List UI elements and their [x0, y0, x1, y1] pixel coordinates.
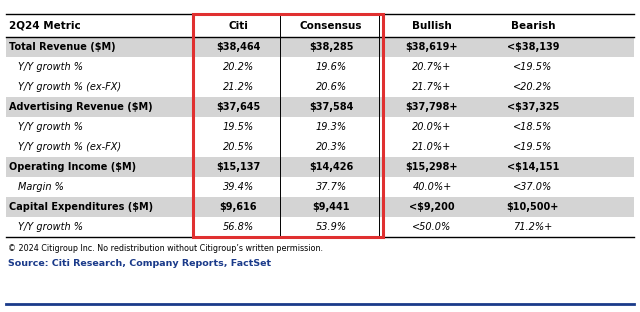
Text: Consensus: Consensus — [300, 21, 362, 31]
Text: $9,616: $9,616 — [220, 202, 257, 212]
Text: $37,645: $37,645 — [216, 102, 260, 112]
Text: <$14,151: <$14,151 — [507, 162, 559, 172]
Text: $38,285: $38,285 — [309, 42, 353, 52]
Text: $10,500+: $10,500+ — [507, 202, 559, 212]
Text: 20.5%: 20.5% — [223, 142, 254, 152]
Text: $38,619+: $38,619+ — [406, 42, 458, 52]
Text: 19.6%: 19.6% — [316, 62, 347, 72]
Text: Advertising Revenue ($M): Advertising Revenue ($M) — [9, 102, 152, 112]
Bar — [6, 117, 634, 137]
Text: 71.2%+: 71.2%+ — [513, 222, 552, 232]
Text: <20.2%: <20.2% — [513, 82, 552, 92]
Bar — [6, 217, 634, 237]
Text: $15,137: $15,137 — [216, 162, 260, 172]
Text: <50.0%: <50.0% — [412, 222, 452, 232]
Text: Y/Y growth %: Y/Y growth % — [18, 62, 83, 72]
Text: $37,584: $37,584 — [309, 102, 353, 112]
Text: Bearish: Bearish — [511, 21, 555, 31]
Text: 2Q24 Metric: 2Q24 Metric — [9, 21, 81, 31]
Bar — [193, 14, 383, 237]
Text: <$9,200: <$9,200 — [409, 202, 455, 212]
Text: 19.5%: 19.5% — [223, 122, 254, 132]
Text: 20.0%+: 20.0%+ — [412, 122, 452, 132]
Bar — [6, 197, 634, 217]
Text: 37.7%: 37.7% — [316, 182, 347, 192]
Text: <37.0%: <37.0% — [513, 182, 552, 192]
Text: Y/Y growth %: Y/Y growth % — [18, 122, 83, 132]
Text: 39.4%: 39.4% — [223, 182, 254, 192]
Text: 20.3%: 20.3% — [316, 142, 347, 152]
Text: 19.3%: 19.3% — [316, 122, 347, 132]
Text: Y/Y growth % (ex-FX): Y/Y growth % (ex-FX) — [18, 142, 121, 152]
Text: <18.5%: <18.5% — [513, 122, 552, 132]
Bar — [6, 57, 634, 77]
Bar — [6, 137, 634, 157]
Text: Capital Expenditures ($M): Capital Expenditures ($M) — [9, 202, 153, 212]
Text: $37,798+: $37,798+ — [406, 102, 458, 112]
Text: $14,426: $14,426 — [309, 162, 353, 172]
Text: Y/Y growth %: Y/Y growth % — [18, 222, 83, 232]
Text: 21.2%: 21.2% — [223, 82, 254, 92]
Text: $38,464: $38,464 — [216, 42, 260, 52]
Bar — [6, 14, 634, 37]
Text: Margin %: Margin % — [18, 182, 64, 192]
Bar — [6, 77, 634, 97]
Bar — [6, 157, 634, 177]
Text: <19.5%: <19.5% — [513, 142, 552, 152]
Text: 20.2%: 20.2% — [223, 62, 254, 72]
Text: © 2024 Citigroup Inc. No redistribution without Citigroup’s written permission.: © 2024 Citigroup Inc. No redistribution … — [8, 244, 323, 253]
Text: 20.7%+: 20.7%+ — [412, 62, 452, 72]
Bar — [6, 177, 634, 197]
Text: Total Revenue ($M): Total Revenue ($M) — [9, 42, 116, 52]
Text: 20.6%: 20.6% — [316, 82, 347, 92]
Text: 21.7%+: 21.7%+ — [412, 82, 452, 92]
Text: 56.8%: 56.8% — [223, 222, 254, 232]
Bar — [6, 97, 634, 117]
Text: 53.9%: 53.9% — [316, 222, 347, 232]
Text: Y/Y growth % (ex-FX): Y/Y growth % (ex-FX) — [18, 82, 121, 92]
Text: Operating Income ($M): Operating Income ($M) — [9, 162, 136, 172]
Text: Source: Citi Research, Company Reports, FactSet: Source: Citi Research, Company Reports, … — [8, 259, 271, 268]
Text: <$38,139: <$38,139 — [506, 42, 559, 52]
Text: $15,298+: $15,298+ — [406, 162, 458, 172]
Bar — [6, 37, 634, 57]
Text: <19.5%: <19.5% — [513, 62, 552, 72]
Text: $9,441: $9,441 — [312, 202, 350, 212]
Text: <$37,325: <$37,325 — [507, 102, 559, 112]
Text: Citi: Citi — [228, 21, 248, 31]
Text: Bullish: Bullish — [412, 21, 452, 31]
Text: 40.0%+: 40.0%+ — [412, 182, 452, 192]
Text: 21.0%+: 21.0%+ — [412, 142, 452, 152]
